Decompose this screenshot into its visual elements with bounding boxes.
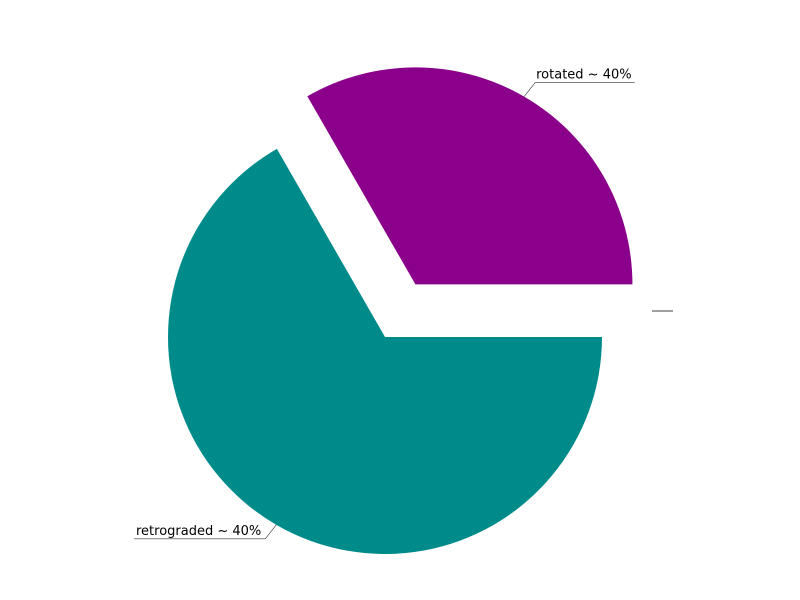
label-leader-lines	[134, 82, 635, 540]
leader-line-0	[523, 82, 635, 97]
slice-label-1: retrograded ~ 40%	[136, 524, 261, 539]
pie-slice-1	[167, 148, 602, 555]
pie-slice-0	[307, 67, 633, 285]
leader-line-1	[134, 524, 277, 540]
slice-labels: rotated ~ 40% retrograded ~ 40%	[136, 68, 632, 539]
pie-slices	[167, 67, 633, 555]
slice-label-0: rotated ~ 40%	[536, 68, 631, 83]
